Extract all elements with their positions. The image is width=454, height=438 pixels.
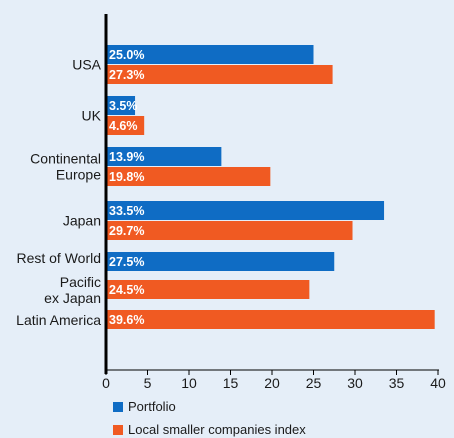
bar-portfolio-3 bbox=[106, 201, 385, 220]
legend-swatch-index bbox=[113, 425, 123, 435]
category-label: USA bbox=[72, 57, 101, 73]
x-tick-label: 20 bbox=[264, 375, 280, 391]
x-tick-label: 5 bbox=[144, 375, 152, 391]
bar-value-label: 19.8% bbox=[109, 170, 144, 184]
bar-portfolio-4 bbox=[106, 252, 335, 271]
category-label-line: USA bbox=[72, 57, 101, 73]
bar-value-label: 25.0% bbox=[109, 48, 144, 62]
bar-value-label: 27.3% bbox=[109, 68, 144, 82]
category-label-line: ex Japan bbox=[44, 290, 101, 306]
plot-area: 25.0% 27.3% USA 3.5% 4.6% UK 13.9% 19.8% Contine… bbox=[16, 14, 446, 391]
bar-portfolio-1 bbox=[106, 96, 136, 115]
category-label-line: UK bbox=[82, 108, 102, 124]
category-label-line: Latin America bbox=[16, 312, 101, 328]
category-label: Latin America bbox=[16, 312, 101, 328]
bar-value-label: 24.5% bbox=[109, 283, 144, 297]
legend-label-portfolio: Portfolio bbox=[128, 399, 176, 414]
category-label-line: Pacific bbox=[60, 274, 101, 290]
category-label: UK bbox=[82, 108, 102, 124]
x-tick-label: 40 bbox=[430, 375, 446, 391]
x-tick-label: 10 bbox=[181, 375, 197, 391]
x-tick-label: 25 bbox=[306, 375, 322, 391]
legend-swatch-portfolio bbox=[113, 402, 123, 412]
bar-value-label: 27.5% bbox=[109, 255, 144, 269]
category-label-line: Europe bbox=[56, 167, 101, 183]
bar-value-label: 3.5% bbox=[109, 99, 138, 113]
x-tick-label: 30 bbox=[347, 375, 363, 391]
bar-value-label: 29.7% bbox=[109, 224, 144, 238]
bar-index-0 bbox=[106, 65, 333, 84]
category-label: Japan bbox=[63, 213, 101, 229]
category-label: Continental Europe bbox=[30, 151, 101, 183]
x-tick-label: 35 bbox=[389, 375, 405, 391]
x-tick-label: 0 bbox=[102, 375, 110, 391]
bar-index-3 bbox=[106, 221, 353, 240]
category-label-line: Rest of World bbox=[16, 250, 101, 266]
legend-label-index: Local smaller companies index bbox=[128, 422, 306, 437]
bar-value-label: 13.9% bbox=[109, 150, 144, 164]
legend: Portfolio Local smaller companies index bbox=[113, 399, 306, 437]
category-label-line: Continental bbox=[30, 151, 101, 167]
category-label: Rest of World bbox=[16, 250, 101, 266]
bar-index-5 bbox=[106, 280, 310, 299]
bar-index-2 bbox=[106, 167, 271, 186]
category-label-line: Japan bbox=[63, 213, 101, 229]
category-label: Pacific ex Japan bbox=[44, 274, 101, 306]
bar-portfolio-0 bbox=[106, 45, 314, 64]
bar-portfolio-2 bbox=[106, 147, 222, 166]
bar-value-label: 33.5% bbox=[109, 204, 144, 218]
x-tick-label: 15 bbox=[223, 375, 239, 391]
bar-value-label: 4.6% bbox=[109, 119, 138, 133]
bar-value-label: 39.6% bbox=[109, 313, 144, 327]
bar-index-1 bbox=[106, 116, 145, 135]
bar-index-6 bbox=[106, 310, 435, 329]
